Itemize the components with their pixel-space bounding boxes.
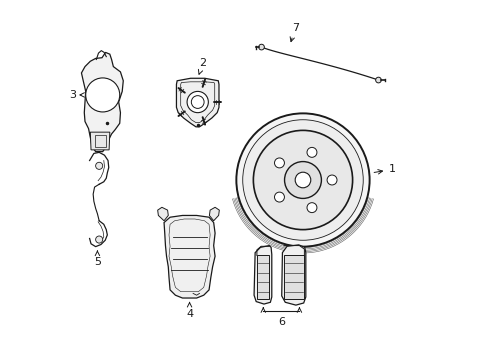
Text: 6: 6 <box>277 317 285 327</box>
Polygon shape <box>281 245 305 305</box>
Circle shape <box>187 91 208 113</box>
Circle shape <box>191 96 203 108</box>
Text: 1: 1 <box>373 165 395 174</box>
Circle shape <box>96 162 102 169</box>
Text: 7: 7 <box>289 23 298 42</box>
Polygon shape <box>90 132 110 150</box>
Circle shape <box>258 44 264 50</box>
Circle shape <box>274 192 284 202</box>
Polygon shape <box>81 53 123 152</box>
Polygon shape <box>256 256 269 299</box>
Polygon shape <box>176 78 219 127</box>
Polygon shape <box>157 207 168 221</box>
Polygon shape <box>209 207 219 221</box>
Circle shape <box>85 78 120 112</box>
Polygon shape <box>163 215 215 298</box>
Circle shape <box>274 158 284 168</box>
Circle shape <box>284 162 321 198</box>
Circle shape <box>242 120 363 240</box>
Text: 2: 2 <box>198 58 206 74</box>
Circle shape <box>306 147 316 157</box>
Text: 3: 3 <box>69 90 84 100</box>
Circle shape <box>326 175 336 185</box>
Circle shape <box>295 172 310 188</box>
Polygon shape <box>254 246 271 304</box>
Circle shape <box>375 77 381 83</box>
Text: 4: 4 <box>185 302 193 319</box>
Circle shape <box>306 203 316 213</box>
Circle shape <box>253 130 352 230</box>
Circle shape <box>236 113 369 247</box>
Circle shape <box>96 236 102 243</box>
Text: 5: 5 <box>94 251 101 267</box>
Polygon shape <box>283 256 303 299</box>
